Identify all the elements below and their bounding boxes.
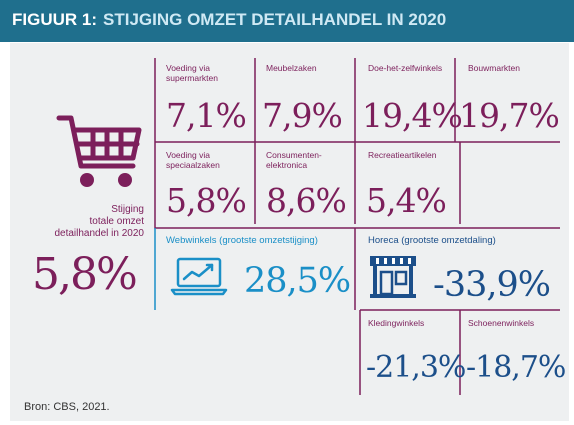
cell-label-horeca: Horeca (grootste omzetdaling) [368,235,496,246]
cell-label-webwinkels: Webwinkels (grootste omzetstijging) [166,235,318,246]
storefront-icon [370,256,416,298]
total-label-line: Stijging [111,204,144,215]
cell-label-voeding-supermarkten: Voeding via supermarkten [166,63,218,83]
value-voeding-supermarkten: 7,1% [166,96,247,135]
laptop-chart-icon [170,257,228,296]
label-line: Consumenten- [266,150,322,160]
total-label-line: totale omzet [89,216,144,227]
value-schoenenwinkels: -18,7% [466,350,566,385]
cell-label-kledingwinkels: Kledingwinkels [368,318,425,328]
value-kledingwinkels: -21,3% [366,350,466,385]
total-label-line: detailhandel in 2020 [54,228,144,239]
source-note: Bron: CBS, 2021. [24,401,110,413]
value-webwinkels: 28,5% [244,261,351,301]
shopping-cart-icon [56,115,142,187]
title-text: STIJGING OMZET DETAILHANDEL IN 2020 [103,10,447,29]
figure-title: FIGUUR 1: STIJGING OMZET DETAILHANDEL IN … [12,10,446,30]
total-label: Stijging totale omzet detailhandel in 20… [18,204,144,240]
label-line: speciaalzaken [166,160,220,170]
value-consumentenelektronica: 8,6% [266,181,347,220]
cell-label-meubelzaken: Meubelzaken [266,63,317,73]
cell-label-recreatieartikelen: Recreatieartikelen [368,150,437,160]
value-horeca: -33,9% [433,265,551,305]
value-recreatieartikelen: 5,4% [366,181,447,220]
cell-label-schoenenwinkels: Schoenenwinkels [468,318,535,328]
label-line: elektronica [266,160,308,170]
label-line: Voeding via [166,63,210,73]
value-bouwmarkten: 19,7% [459,96,560,135]
label-line: Voeding via [166,150,210,160]
value-voeding-speciaalzaken: 5,8% [166,181,247,220]
value-meubelzaken: 7,9% [262,96,343,135]
cell-label-doe-het-zelf: Doe-het-zelfwinkels [368,63,443,73]
figure-label: FIGUUR 1: [12,10,97,29]
content-panel [10,43,569,421]
total-value: 5,8% [32,249,138,300]
title-bar: FIGUUR 1: STIJGING OMZET DETAILHANDEL IN … [0,0,574,42]
cell-label-voeding-speciaalzaken: Voeding via speciaalzaken [166,150,220,170]
label-line: supermarkten [166,73,218,83]
cell-label-consumentenelektronica: Consumenten- elektronica [266,150,322,170]
cell-label-bouwmarkten: Bouwmarkten [468,63,520,73]
value-doe-het-zelf: 19,4% [362,96,463,135]
